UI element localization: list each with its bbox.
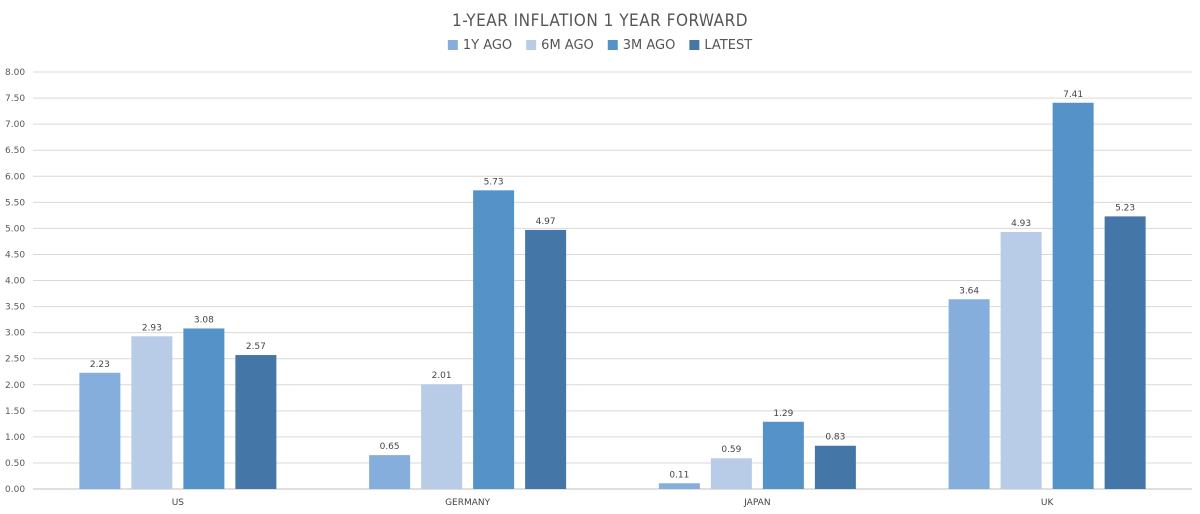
- y-tick-label: 1.00: [5, 433, 25, 443]
- data-label-uk-latest: 5.23: [1115, 203, 1135, 213]
- y-tick-label: 4.50: [5, 250, 25, 260]
- legend-label: 3M AGO: [623, 38, 676, 53]
- y-tick-label: 2.00: [5, 381, 25, 391]
- bar-japan-1y-ago: [658, 483, 700, 489]
- data-label-germany-1y-ago: 0.65: [380, 442, 400, 452]
- bar-germany-3m-ago: [473, 190, 515, 490]
- y-tick-label: 4.00: [5, 277, 25, 287]
- y-tick-label: 6.00: [5, 172, 25, 182]
- data-label-uk-3m-ago: 7.41: [1063, 90, 1083, 100]
- bar-uk-latest: [1104, 216, 1146, 490]
- bar-japan-6m-ago: [710, 458, 752, 489]
- data-label-us-1y-ago: 2.23: [90, 360, 110, 370]
- legend-label: 1Y AGO: [463, 38, 512, 53]
- bar-germany-1y-ago: [369, 455, 411, 489]
- bars: 2.23 2.93 3.08 2.57 0.65 2.01 5.73 4.97 0.11 0.59…: [79, 90, 1146, 490]
- bar-japan-latest: [814, 445, 856, 489]
- data-label-uk-6m-ago: 4.93: [1011, 219, 1031, 229]
- data-label-germany-6m-ago: 2.01: [432, 371, 452, 381]
- legend-swatch: [607, 40, 618, 50]
- bar-japan-3m-ago: [762, 421, 804, 489]
- x-tick-label-uk: UK: [1041, 498, 1055, 508]
- legend-swatch: [526, 40, 537, 50]
- data-label-us-3m-ago: 3.08: [194, 315, 214, 325]
- bar-us-6m-ago: [131, 336, 173, 489]
- legend-label: 6M AGO: [541, 38, 594, 53]
- x-axis: US GERMANY JAPAN UK: [172, 498, 1055, 508]
- bar-us-1y-ago: [79, 372, 121, 489]
- gridlines: [33, 71, 1192, 490]
- y-axis: 0.00 0.50 1.00 1.50 2.00 2.50 3.00 3.50 4.00 4.50…: [5, 68, 25, 495]
- y-tick-label: 5.00: [5, 224, 25, 234]
- y-tick-label: 7.50: [5, 94, 25, 104]
- data-label-us-latest: 2.57: [246, 342, 266, 352]
- legend-item-3m-ago: 3M AGO: [607, 38, 676, 53]
- y-tick-label: 8.00: [5, 68, 25, 78]
- legend-item-1y-ago: 1Y AGO: [447, 38, 512, 53]
- legend-swatch: [447, 40, 458, 50]
- data-label-us-6m-ago: 2.93: [142, 323, 162, 333]
- y-tick-label: 6.50: [5, 146, 25, 156]
- y-tick-label: 1.50: [5, 407, 25, 417]
- bar-germany-6m-ago: [421, 384, 463, 489]
- data-label-uk-1y-ago: 3.64: [959, 286, 979, 296]
- x-tick-label-us: US: [172, 498, 185, 508]
- legend-label: LATEST: [704, 38, 752, 53]
- bar-us-3m-ago: [183, 328, 225, 489]
- data-label-japan-3m-ago: 1.29: [773, 409, 793, 419]
- legend-item-latest: LATEST: [689, 38, 752, 53]
- y-tick-label: 2.50: [5, 355, 25, 365]
- y-tick-label: 7.00: [5, 120, 25, 130]
- bar-uk-3m-ago: [1052, 102, 1094, 489]
- legend-swatch: [689, 40, 700, 50]
- x-tick-label-germany: GERMANY: [445, 498, 491, 508]
- y-tick-label: 5.50: [5, 198, 25, 208]
- bar-us-latest: [235, 355, 277, 489]
- data-label-japan-latest: 0.83: [825, 433, 845, 443]
- legend: 1Y AGO 6M AGO 3M AGO LATEST: [447, 38, 752, 53]
- data-label-japan-1y-ago: 0.11: [669, 470, 689, 480]
- data-label-germany-3m-ago: 5.73: [484, 177, 504, 187]
- bar-uk-6m-ago: [1000, 232, 1042, 489]
- chart-title: 1-YEAR INFLATION 1 YEAR FORWARD: [452, 11, 748, 31]
- bar-germany-latest: [525, 229, 567, 489]
- y-tick-label: 0.00: [5, 485, 25, 495]
- x-tick-label-japan: JAPAN: [743, 498, 770, 508]
- legend-item-6m-ago: 6M AGO: [526, 38, 594, 53]
- y-tick-label: 3.50: [5, 303, 25, 313]
- data-label-germany-latest: 4.97: [536, 217, 556, 227]
- bar-uk-1y-ago: [948, 299, 990, 489]
- y-tick-label: 0.50: [5, 459, 25, 469]
- y-tick-label: 3.00: [5, 329, 25, 339]
- data-label-japan-6m-ago: 0.59: [721, 445, 741, 455]
